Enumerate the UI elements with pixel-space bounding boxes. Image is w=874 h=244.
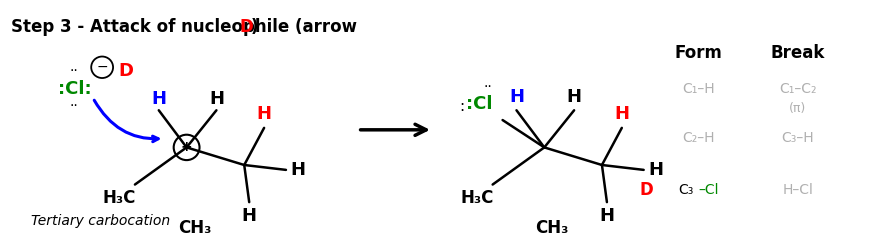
Text: D: D <box>119 62 134 80</box>
Text: H₃C: H₃C <box>102 189 135 207</box>
Text: :Cl:: :Cl: <box>58 80 91 98</box>
Text: C₃–H: C₃–H <box>781 131 814 145</box>
Text: H: H <box>614 105 629 123</box>
Text: CH₃: CH₃ <box>178 219 212 236</box>
Text: C₁–C₂: C₁–C₂ <box>779 82 816 96</box>
Text: H: H <box>290 161 305 179</box>
Text: :: : <box>459 99 464 114</box>
Text: D: D <box>640 181 654 199</box>
Text: H: H <box>600 207 614 225</box>
Text: C₁–H: C₁–H <box>682 82 715 96</box>
Text: ): ) <box>251 18 259 36</box>
Text: H: H <box>566 88 581 106</box>
Text: (π): (π) <box>789 102 807 115</box>
Text: ⋅⋅: ⋅⋅ <box>70 99 79 113</box>
Text: Form: Form <box>675 44 722 62</box>
Text: H: H <box>209 90 224 108</box>
Text: CH₃: CH₃ <box>536 219 569 236</box>
Text: H: H <box>151 90 166 108</box>
Text: ⋅⋅: ⋅⋅ <box>70 64 79 78</box>
Text: H: H <box>649 161 663 179</box>
Text: :Cl: :Cl <box>467 95 493 113</box>
Text: C₃: C₃ <box>678 183 694 197</box>
Text: Tertiary carbocation: Tertiary carbocation <box>31 214 170 228</box>
Text: H: H <box>509 88 524 106</box>
Text: H: H <box>257 105 272 123</box>
Text: H₃C: H₃C <box>460 189 494 207</box>
Text: ⋅⋅: ⋅⋅ <box>483 80 492 94</box>
Text: H: H <box>242 207 257 225</box>
Text: −: − <box>96 60 108 74</box>
Text: H–Cl: H–Cl <box>782 183 813 197</box>
Text: –Cl: –Cl <box>698 183 718 197</box>
Text: Step 3 - Attack of nucleophile (arrow: Step 3 - Attack of nucleophile (arrow <box>10 18 363 36</box>
Text: C₂–H: C₂–H <box>682 131 715 145</box>
Text: D: D <box>239 18 253 36</box>
Text: Break: Break <box>771 44 825 62</box>
Text: +: + <box>181 140 192 154</box>
